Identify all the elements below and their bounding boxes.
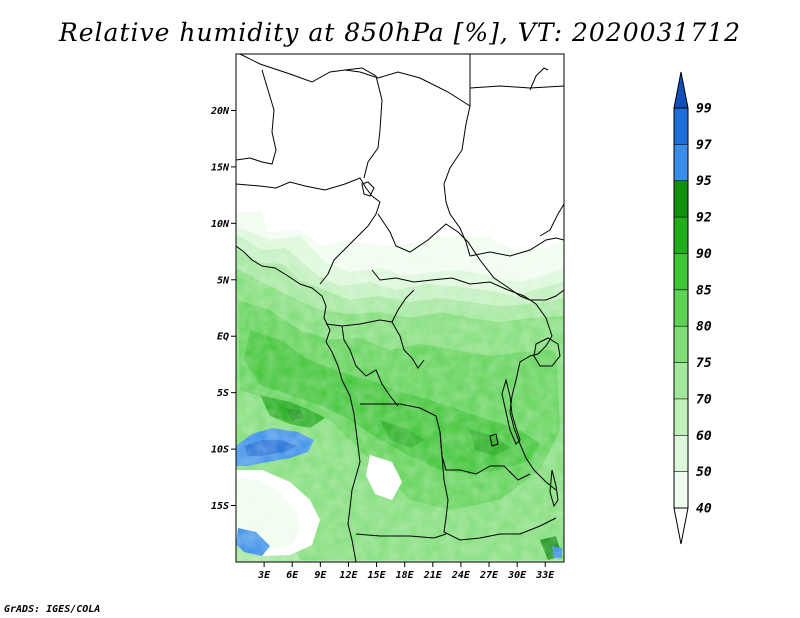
border-cameroon-gabon: [325, 319, 425, 369]
lon-tick-label: 18E: [396, 570, 415, 581]
border-mali-niger: [236, 69, 277, 165]
border-east-africa: [519, 289, 564, 301]
border-ethiopia: [539, 203, 564, 237]
humidity-texture: [236, 212, 564, 562]
colorbar-label: 95: [696, 174, 712, 189]
border-angola-namibia: [355, 533, 447, 539]
lon-tick-label: 27E: [479, 570, 499, 581]
colorbar-bin: [674, 180, 688, 218]
colorbar-label: 70: [696, 392, 712, 407]
colorbar-label: 80: [696, 320, 712, 335]
humidity-field: [236, 212, 564, 562]
colorbar-bin: [674, 362, 688, 399]
lon-tick-label: 12E: [339, 570, 358, 581]
colorbar-bin: [674, 144, 688, 181]
colorbar-label: 40: [696, 502, 712, 517]
lake-victoria: [533, 337, 561, 367]
border-angola-zambia: [439, 431, 557, 541]
chart-title: Relative humidity at 850hPa [%], VT: 202…: [58, 18, 742, 47]
colorbar-label: 60: [696, 429, 712, 444]
lat-tick-label: 5N: [217, 275, 230, 286]
colorbar-bin: [674, 398, 688, 436]
colorbar-bin: [674, 326, 688, 363]
colorbar-bin-lowest: [673, 507, 689, 545]
lake-malawi: [549, 469, 559, 508]
colorbar-bin: [674, 108, 688, 145]
map-area: [236, 54, 564, 562]
colorbar-label: 90: [696, 247, 712, 262]
border-chad-car: [377, 213, 521, 297]
lon-tick-label: 21E: [423, 570, 443, 581]
map-frame: [235, 53, 565, 563]
border-nigeria-niger: [236, 177, 381, 203]
border-northeast: [469, 85, 564, 89]
lat-tick-label: 10N: [211, 219, 230, 230]
border-gabon-congo: [341, 325, 399, 407]
border-niger-chad: [344, 67, 383, 179]
lat-tick-label: 15S: [211, 501, 229, 512]
lon-tick-label: 30E: [507, 570, 527, 581]
colorbar-bin: [674, 289, 688, 327]
lake-chad: [361, 181, 375, 197]
lake-mweru: [489, 433, 499, 447]
colorbar-label: 97: [696, 138, 712, 153]
lon-tick-label: 24E: [451, 570, 471, 581]
colorbar-bin: [674, 217, 688, 254]
colorbar-bin-highest: [673, 71, 689, 109]
border-south-sudan: [469, 237, 564, 257]
lat-tick-label: 10S: [211, 445, 229, 456]
colorbar-label: 99: [696, 102, 712, 117]
border-congo-drc: [391, 289, 415, 323]
lat-tick-label: 20N: [210, 106, 230, 117]
colorbar: 40 50 60 70 75 80 85 90 92 95 97 99: [673, 71, 712, 545]
colorbar-bin: [674, 471, 688, 508]
lat-tick-label: EQ: [217, 332, 229, 343]
colorbar-label: 50: [696, 465, 712, 480]
colorbar-bin: [674, 253, 688, 290]
colorbar-label: 92: [696, 211, 712, 226]
lon-tick-label: 15E: [368, 570, 387, 581]
border-car-drc: [371, 269, 553, 337]
border-chad-sudan: [443, 105, 471, 257]
country-borders: [236, 54, 564, 562]
coastline-west-africa: [236, 245, 361, 562]
lat-tick-label: 15N: [211, 162, 230, 173]
lon-tick-label: 9E: [314, 570, 327, 581]
credit-text: GrADS: IGES/COLA: [4, 604, 101, 615]
colorbar-bin: [674, 435, 688, 472]
lon-tick-label: 3E: [257, 570, 271, 581]
colorbar-label: 85: [696, 283, 712, 298]
map-axes: 20N 15N 10N 5N EQ 5S 10S 15S 3E 6E 9E 12E 15E 18E 21E 2…: [210, 106, 555, 581]
colorbar-label: 75: [696, 356, 712, 371]
lat-tick-label: 5S: [217, 388, 229, 399]
border-drc-angola: [360, 403, 531, 481]
lake-tanganyika: [501, 378, 521, 445]
lon-tick-label: 6E: [286, 570, 299, 581]
nile-egypt: [529, 67, 549, 91]
border-nigeria-cameroon: [319, 201, 381, 285]
border-sahara-north: [239, 54, 471, 107]
lon-tick-label: 33E: [535, 570, 555, 581]
